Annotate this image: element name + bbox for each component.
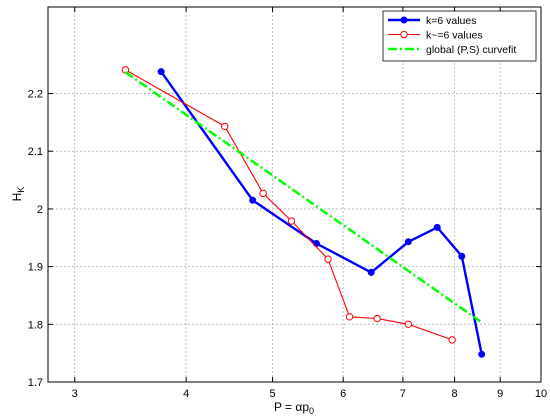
grid [48, 7, 541, 382]
legend-label-curvefit: global (P,S) curvefit [426, 44, 516, 56]
legend: k=6 values k~=6 values global (P,S) curvef… [382, 10, 537, 62]
data-point-knot6 [287, 217, 296, 225]
y-tick-label: 1.8 [28, 319, 43, 331]
data-point-knot6 [221, 122, 229, 131]
x-tick-label: 4 [183, 388, 189, 400]
x-tick-label: 10 [535, 388, 547, 400]
data-point-knot6 [373, 314, 381, 323]
series-line-k6 [160, 70, 483, 355]
data-point-k6 [157, 68, 165, 76]
x-tick-label: 3 [72, 388, 78, 400]
data-point-knot6 [404, 320, 413, 329]
data-point-knot6 [324, 255, 332, 263]
legend-marker-k6 [400, 16, 408, 24]
y-tick-label: 1.7 [28, 377, 43, 389]
x-tick-label: 7 [400, 388, 406, 400]
data-point-k6 [478, 350, 486, 358]
x-tick-label: 5 [269, 388, 275, 400]
y-tick-label: 2.1 [28, 146, 43, 158]
data-point-k6 [458, 252, 466, 260]
legend-label-k6: k=6 values [426, 15, 477, 27]
data-point-knot6 [259, 189, 267, 198]
x-tick-label: 6 [340, 388, 346, 400]
y-tick-label: 1.9 [28, 262, 43, 274]
legend-marker-knot6 [400, 30, 408, 39]
series-knot6 [121, 66, 456, 344]
x-tick-label: 9 [497, 388, 503, 400]
data-point-k6 [433, 223, 441, 231]
plot-area [48, 7, 541, 382]
y-tick-label: 2.2 [28, 89, 43, 101]
series-layer [121, 66, 486, 358]
ticks: 3 4 5 6 7 8 9 10 1.7 1.8 1.9 2 2.1 2.2 [28, 7, 547, 400]
y-tick-label: 2 [37, 204, 43, 216]
data-point-knot6 [345, 313, 354, 321]
data-point-k6 [404, 238, 412, 246]
x-tick-label: 8 [452, 388, 458, 400]
y-axis-label: HK [10, 187, 26, 202]
plot-frame [47, 6, 542, 383]
data-point-knot6 [121, 66, 130, 74]
x-axis-label: P = αp0 [274, 400, 314, 416]
legend-label-knot6: k~=6 values [426, 30, 483, 42]
data-point-knot6 [448, 336, 456, 344]
data-point-k6 [367, 268, 375, 276]
series-curvefit [124, 71, 482, 323]
series-line-curvefit [124, 71, 482, 323]
data-point-k6 [249, 196, 257, 204]
